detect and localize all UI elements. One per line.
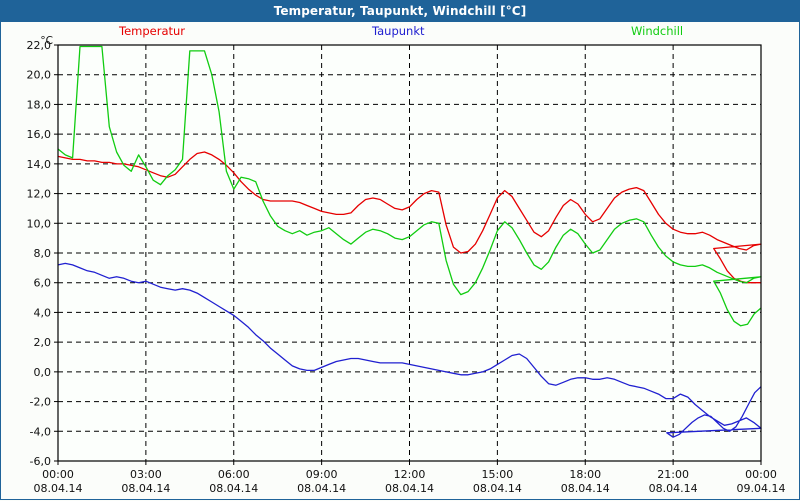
y-axis-tick-label: 14,0 bbox=[27, 158, 52, 171]
x-axis-time-label: 03:00 bbox=[130, 468, 162, 481]
series-line-windchill bbox=[57, 45, 762, 327]
x-axis-time-label: 21:00 bbox=[657, 468, 689, 481]
y-axis-tick-label: 8,0 bbox=[34, 247, 52, 260]
y-axis-tick-label: 6,0 bbox=[34, 277, 52, 290]
x-axis-time-label: 12:00 bbox=[394, 468, 426, 481]
y-axis-tick-label: 18,0 bbox=[27, 98, 52, 111]
x-axis-date-label: 08.04.14 bbox=[121, 482, 170, 495]
y-axis-unit: °C bbox=[40, 35, 53, 47]
x-axis-date-label: 08.04.14 bbox=[649, 482, 698, 495]
legend-item-taupunkt: Taupunkt bbox=[372, 24, 425, 38]
y-axis-tick-label: -6,0 bbox=[30, 455, 51, 468]
x-axis-date-label: 08.04.14 bbox=[34, 482, 83, 495]
y-axis-labels: 22,0 20,0 18,0 16,0 14,0 12,0 10,0 8,0 6,0 4,0 2,0… bbox=[27, 39, 52, 468]
y-axis-tick-label: 16,0 bbox=[27, 128, 52, 141]
x-axis-date-label: 08.04.14 bbox=[297, 482, 346, 495]
y-axis-tick-label: 20,0 bbox=[27, 69, 52, 82]
series-line-taupunkt bbox=[57, 262, 762, 438]
x-axis-date-label: 08.04.14 bbox=[209, 482, 258, 495]
y-axis-tick-label: 22,0 bbox=[27, 39, 52, 52]
plot-frame bbox=[57, 44, 762, 462]
y-axis-tick-label: 2,0 bbox=[34, 336, 52, 349]
gridlines bbox=[54, 44, 762, 465]
y-axis-tick-label: -2,0 bbox=[30, 396, 51, 409]
x-axis-time-label: 06:00 bbox=[218, 468, 250, 481]
y-axis-tick-label: 0,0 bbox=[34, 366, 52, 379]
x-axis-date-label: 08.04.14 bbox=[561, 482, 610, 495]
x-axis-time-label: 15:00 bbox=[482, 468, 514, 481]
window-title: Temperatur, Taupunkt, Windchill [°C] bbox=[1, 1, 799, 22]
series-line-temperatur bbox=[57, 151, 762, 284]
x-axis-date-label: 08.04.14 bbox=[385, 482, 434, 495]
x-axis-time-label: 09:00 bbox=[306, 468, 338, 481]
y-axis-tick-label: -4,0 bbox=[30, 425, 51, 438]
x-axis-labels: 00:0008.04.1403:0008.04.1406:0008.04.140… bbox=[34, 468, 786, 495]
y-axis-tick-label: 4,0 bbox=[34, 306, 52, 319]
legend-item-windchill: Windchill bbox=[631, 24, 684, 38]
x-axis-time-label: 18:00 bbox=[569, 468, 601, 481]
x-axis-date-label: 09.04.14 bbox=[737, 482, 786, 495]
y-axis-tick-label: 12,0 bbox=[27, 188, 52, 201]
y-axis-tick-label: 10,0 bbox=[27, 217, 52, 230]
x-axis-time-label: 00:00 bbox=[42, 468, 74, 481]
chart-legend: Temperatur Taupunkt Windchill bbox=[1, 24, 800, 42]
data-series bbox=[57, 45, 762, 438]
legend-item-temperatur: Temperatur bbox=[119, 24, 186, 38]
x-axis-date-label: 08.04.14 bbox=[473, 482, 522, 495]
x-axis-time-label: 00:00 bbox=[745, 468, 777, 481]
